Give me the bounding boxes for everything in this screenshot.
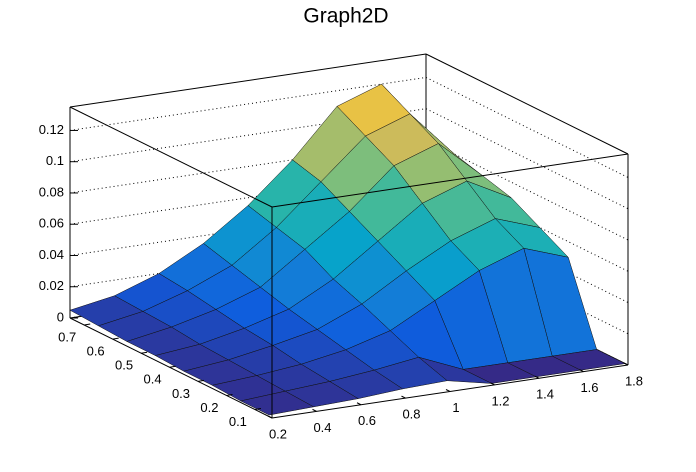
box-edge [69,53,427,108]
x-tick [312,408,317,412]
x-tick [534,375,540,379]
x-tick [445,389,451,392]
x-tick [401,395,406,399]
z-tick-label: 0.02 [39,278,64,293]
box-edge [69,106,273,208]
x-tick-label: 1.4 [536,387,554,402]
x-tick [579,369,584,373]
y-tick [197,379,205,382]
y-tick [141,351,148,354]
y-tick-label: 0.4 [143,372,161,387]
z-tick-label: 0.08 [39,184,64,199]
x-tick [267,415,273,419]
x-tick-label: 1 [452,400,459,415]
x-tick [356,402,362,406]
y-tick-label: 0.3 [172,386,190,401]
x-tick-label: 0.2 [269,426,287,441]
x-tick [623,362,629,366]
z-tick-label: 0.04 [39,247,64,262]
box-edge [69,317,273,419]
z-tick-label: 0.1 [46,153,64,168]
y-tick [226,393,233,396]
x-tick-label: 0.8 [402,407,420,422]
y-tick [112,337,119,340]
z-tick-label: 0 [57,309,64,324]
y-tick [84,323,91,326]
z-tick-label: 0.06 [39,216,64,231]
y-tick-label: 0.5 [115,358,133,373]
x-tick-label: 0.4 [313,420,331,435]
box-edge [271,153,629,208]
y-tick-label: 0.7 [58,329,76,344]
y-tick-label: 0.2 [200,400,218,415]
x-tick-label: 0.6 [358,413,376,428]
x-tick [490,382,495,386]
y-tick [169,365,176,368]
y-tick-label: 0.6 [87,344,105,359]
x-tick-label: 1.6 [580,380,598,395]
box-edge [425,53,629,155]
y-tick-label: 0.1 [229,414,247,429]
x-tick-label: 1.2 [491,393,509,408]
z-tick-label: 0.12 [39,122,64,137]
chart-title: Graph2D [303,5,388,28]
y-tick [254,408,262,411]
x-tick-label: 1.8 [625,373,643,388]
